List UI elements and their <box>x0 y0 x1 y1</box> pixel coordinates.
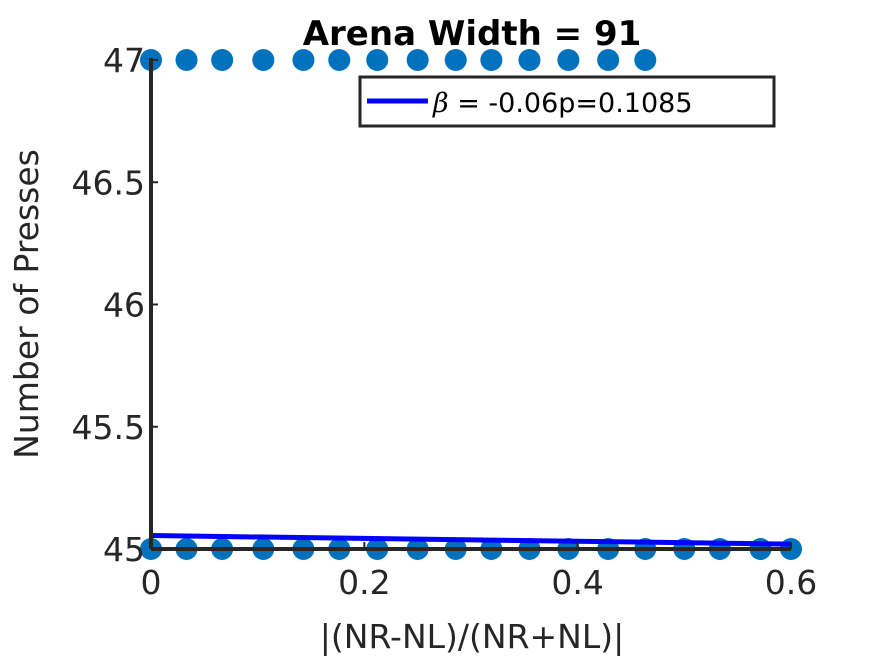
y-tick-label: 45 <box>103 530 145 569</box>
legend-box <box>358 75 776 128</box>
legend: β = -0.06p=0.1085 <box>358 75 776 128</box>
data-point <box>211 49 234 71</box>
data-point <box>292 49 315 71</box>
x-axis-label: |(NR-NL)/(NR+NL)| <box>320 617 624 656</box>
chart-title: Arena Width = 91 <box>303 14 642 54</box>
data-point <box>634 49 657 71</box>
legend-beta-symbol: β <box>432 88 449 119</box>
y-tick-label: 46.5 <box>72 163 145 202</box>
data-point <box>406 49 429 71</box>
data-point <box>597 49 620 71</box>
x-tick-label: 0 <box>141 563 162 602</box>
legend-entry: β = -0.06p=0.1085 <box>432 88 693 119</box>
x-tick-label: 0.6 <box>765 563 817 602</box>
fit-line <box>150 533 792 547</box>
legend-entry-text: = -0.06p=0.1085 <box>449 88 693 119</box>
y-tick-label: 47 <box>103 41 145 80</box>
data-point <box>366 49 389 71</box>
axes <box>149 58 792 551</box>
data-point <box>480 49 503 71</box>
y-axis-label: Number of Presses <box>7 149 46 459</box>
data-point <box>518 49 541 71</box>
data-point <box>252 49 275 71</box>
tick-labels: 45 45.5 46 46.5 47 0 0.2 0.4 0.6 <box>72 41 818 602</box>
data-point <box>557 49 580 71</box>
x-tick-label: 0.2 <box>338 563 390 602</box>
y-tick-label: 45.5 <box>72 408 145 447</box>
y-tick-label: 46 <box>103 286 145 325</box>
data-point <box>328 49 351 71</box>
x-tick-label: 0.4 <box>551 563 603 602</box>
fit-line-layer <box>150 533 792 547</box>
data-point <box>175 49 198 71</box>
data-point <box>444 49 467 71</box>
